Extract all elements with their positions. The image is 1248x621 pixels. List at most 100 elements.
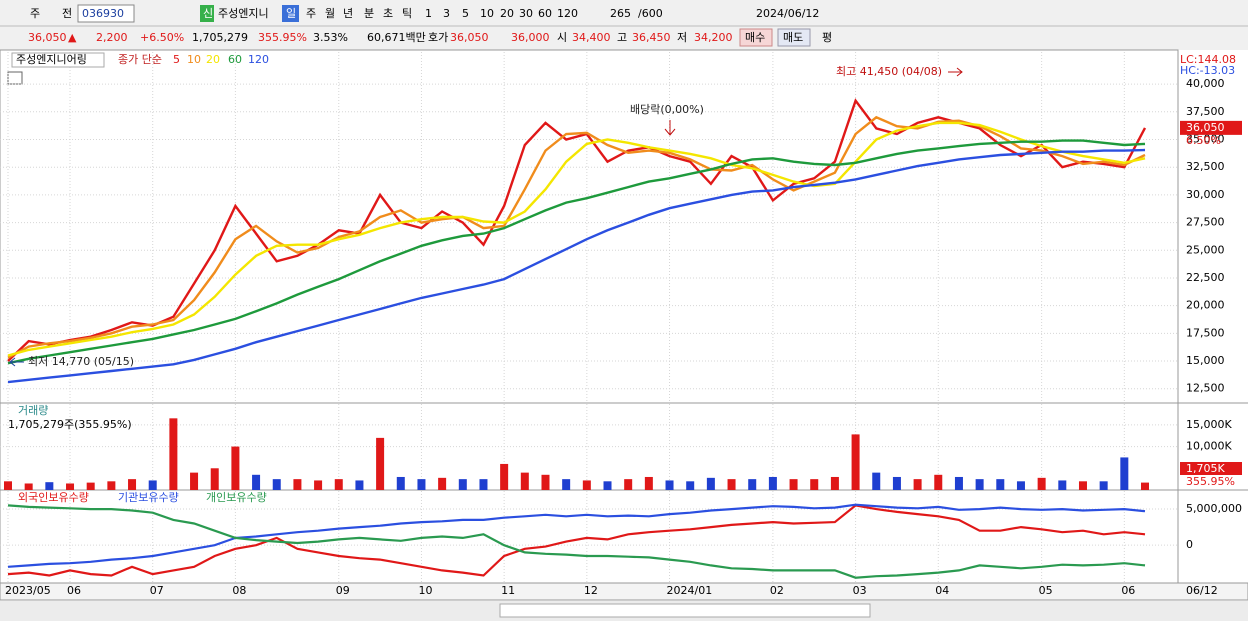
x-tick-label: 09 <box>336 584 350 597</box>
y-tick-label: 12,500 <box>1186 382 1225 395</box>
y-tick-label: 30,000 <box>1186 188 1225 201</box>
series-line <box>7 504 1146 579</box>
toolbar-item[interactable]: 전 <box>62 7 72 20</box>
x-tick-label: 02 <box>770 584 784 597</box>
volume-bar <box>644 476 653 490</box>
volume-bar <box>954 476 963 490</box>
quote-item: 1,705,279 <box>192 31 248 44</box>
volume-subtitle: 1,705,279주(355.95%) <box>8 418 132 431</box>
toolbar-item[interactable]: 20 <box>500 7 514 20</box>
annotation-dividend: 배당락(0,00%) <box>630 103 704 116</box>
quote-item: 평 <box>822 31 832 44</box>
volume-bar <box>727 479 736 490</box>
y-tick-label: 40,000 <box>1186 77 1225 90</box>
x-tick-label: 08 <box>232 584 246 597</box>
annotation-arrow <box>664 120 676 136</box>
x-tick-label: 2023/05 <box>5 584 51 597</box>
volume-bar <box>624 479 633 490</box>
x-tick-label: 06 <box>67 584 81 597</box>
chart-title: 주성엔지니어링 <box>16 53 87 66</box>
y-tick-label: 5,000,000 <box>1186 502 1242 515</box>
x-tick-label: 05 <box>1039 584 1053 597</box>
volume-bar <box>851 434 860 490</box>
volume-bar <box>913 479 922 490</box>
toolbar-item[interactable]: 10 <box>480 7 494 20</box>
toolbar-item[interactable]: 265 <box>610 7 631 20</box>
x-tick-label: 04 <box>935 584 949 597</box>
x-tick-label: 07 <box>150 584 164 597</box>
quote-item: 저 <box>677 31 687 44</box>
toolbar-item[interactable]: 분 <box>364 7 374 20</box>
y-tick-label: 17,500 <box>1186 326 1225 339</box>
volume-bar <box>148 480 157 490</box>
series-line <box>7 115 1146 359</box>
x-tick-label: 2024/01 <box>667 584 713 597</box>
volume-bar <box>768 476 777 490</box>
legend-entry: 120 <box>248 53 269 66</box>
y-tick-label: 25,000 <box>1186 243 1225 256</box>
quote-item: 36,050 <box>450 31 489 44</box>
volume-bar <box>45 482 54 490</box>
volume-bar <box>190 472 199 490</box>
toolbar-item[interactable]: 30 <box>519 7 533 20</box>
volume-bar <box>789 479 798 490</box>
y-tick-label: 15,000 <box>1186 354 1225 367</box>
toolbar-item[interactable]: 월 <box>325 7 335 20</box>
annotation-arrow <box>948 67 963 77</box>
volume-bar <box>975 479 984 490</box>
toolbar-item[interactable]: 1 <box>425 7 432 20</box>
volume-bar <box>1141 482 1149 490</box>
volume-bar <box>376 437 385 490</box>
volume-bar <box>1058 480 1067 490</box>
quote-item: 60,671백만 <box>367 31 426 44</box>
legend-entry: 기관보유수량 <box>118 491 179 504</box>
day-tab-selected[interactable] <box>282 5 299 22</box>
scroll-thumb[interactable] <box>499 603 871 618</box>
toolbar-item[interactable]: 년 <box>343 7 353 20</box>
volume-bar <box>603 481 612 490</box>
quote-item: 3.53% <box>313 31 348 44</box>
series-line <box>7 503 1146 568</box>
x-end-label: 06/12 <box>1186 584 1218 597</box>
toolbar-item[interactable]: 틱 <box>402 7 412 20</box>
volume-bar <box>520 472 529 490</box>
toolbar-item[interactable]: 60 <box>538 7 552 20</box>
volume-bar <box>417 479 426 490</box>
legend-entry: 20 <box>206 53 220 66</box>
chart-subtitle: 종가 단순 <box>118 53 162 66</box>
hc-label: HC:-13.03 <box>1180 64 1235 77</box>
toolbar-item[interactable]: 일 <box>286 6 296 20</box>
toolbar-item[interactable]: 3 <box>443 7 450 20</box>
table-icon[interactable] <box>7 71 23 85</box>
volume-bar <box>810 479 819 490</box>
series-line <box>7 504 1146 577</box>
toolbar-item[interactable]: /600 <box>638 7 663 20</box>
volume-bar <box>231 446 240 490</box>
quote-item: +6.50% <box>140 31 184 44</box>
code-input[interactable] <box>77 4 135 23</box>
volume-bar <box>541 474 550 490</box>
toolbar-item[interactable]: 036930 <box>82 7 124 20</box>
toolbar-item[interactable]: 주 <box>306 7 316 20</box>
legend-entry: 개인보유수량 <box>206 491 267 504</box>
x-tick-label: 10 <box>418 584 432 597</box>
buy-button[interactable] <box>739 28 773 47</box>
volume-bar <box>210 468 219 490</box>
y-tick-label: 32,500 <box>1186 160 1225 173</box>
toolbar-item[interactable]: 2024/06/12 <box>756 7 819 20</box>
volume-bar <box>272 479 281 490</box>
current-price-box <box>1180 120 1242 135</box>
toolbar-item[interactable]: 주성엔지니 <box>218 7 269 20</box>
legend-entry: 60 <box>228 53 242 66</box>
volume-bar <box>86 482 95 490</box>
new-badge <box>200 5 214 22</box>
toolbar-item[interactable]: 신 <box>203 7 213 20</box>
toolbar-item[interactable]: 주 <box>30 7 40 20</box>
x-axis-bar <box>0 582 1248 601</box>
toolbar-item[interactable]: 120 <box>557 7 578 20</box>
quote-item: 34,200 <box>694 31 733 44</box>
toolbar-item[interactable]: 초 <box>383 7 393 20</box>
sell-button[interactable] <box>777 28 811 47</box>
toolbar-item[interactable]: 5 <box>462 7 469 20</box>
